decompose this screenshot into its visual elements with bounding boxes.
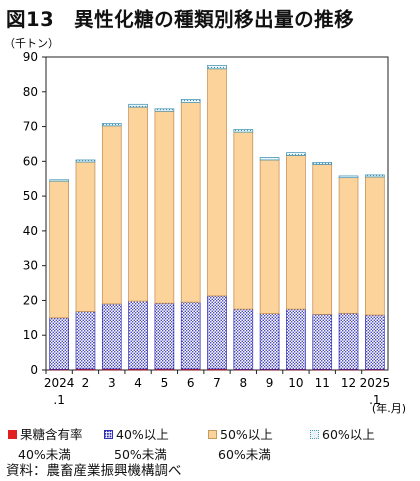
- bar-segment: [233, 128, 254, 133]
- source-note: 資料：農畜産業振興機構調べ: [6, 463, 182, 479]
- bar-segment: [128, 103, 148, 108]
- chart-title: 図13 異性化糖の種類別移出量の推移: [6, 8, 355, 31]
- legend-swatch-red: [8, 430, 17, 439]
- bar-segment: [180, 99, 201, 103]
- x-tick-label: .1: [53, 393, 64, 407]
- y-tick-label: 20: [23, 293, 38, 307]
- y-tick-label: 50: [23, 189, 38, 203]
- bar-segment: [259, 159, 280, 315]
- y-tick-label: 60: [23, 154, 38, 168]
- legend-item-blue: 40%以上: [104, 425, 208, 444]
- legend-swatch-blue: [104, 430, 113, 439]
- bar-segment: [75, 311, 96, 370]
- bar-segment: [365, 176, 385, 316]
- bar-segment: [207, 295, 227, 370]
- y-tick-label: 10: [23, 328, 38, 342]
- x-tick-label: 11: [315, 376, 330, 390]
- x-tick-label: .1: [369, 393, 380, 407]
- x-tick-label: 4: [134, 376, 142, 390]
- x-tick-label: 2024: [44, 376, 75, 390]
- legend: 果糖含有率 40%以上 50%以上 60%以上 40%未満 50%未満 60%未…: [8, 425, 400, 464]
- legend-sublabel-empty: [310, 445, 400, 464]
- bar-segment: [49, 179, 69, 182]
- bar-segment: [259, 313, 280, 370]
- legend-label: 40%以上: [116, 427, 169, 442]
- bar-segment: [233, 308, 254, 370]
- bar-segment: [101, 123, 122, 127]
- bar-segment: [75, 159, 96, 163]
- bar-segment: [128, 106, 148, 302]
- y-tick-label: 80: [23, 85, 38, 99]
- y-tick-label: 70: [23, 120, 38, 134]
- bar-segment: [286, 155, 306, 310]
- bar-segment: [312, 314, 333, 370]
- legend-label: 60%以上: [322, 427, 375, 442]
- legend-item-teal: 60%以上: [310, 425, 400, 444]
- y-tick-label: 40: [23, 224, 38, 238]
- x-tick-label: 12: [341, 376, 356, 390]
- y-tick-label: 90: [23, 50, 38, 64]
- x-tick-label: 7: [213, 376, 221, 390]
- x-tick-label: 3: [108, 376, 116, 390]
- bar-segment: [233, 131, 254, 310]
- legend-label: 果糖含有率: [20, 427, 83, 442]
- x-tick-label: 10: [288, 376, 303, 390]
- bar-segment: [338, 175, 359, 179]
- bar-segment: [286, 308, 306, 370]
- y-tick-label: 0: [30, 363, 38, 377]
- bar-segment: [128, 300, 148, 370]
- bar-segment: [49, 180, 69, 319]
- bar-segment: [338, 177, 359, 314]
- legend-sublabel: 40%未満: [18, 447, 71, 462]
- bar-segment: [101, 125, 122, 305]
- bar-segment: [286, 152, 306, 156]
- bar-segment: [154, 110, 175, 304]
- legend-sublabel: 60%未満: [218, 447, 271, 462]
- x-tick-label: 2025: [360, 376, 391, 390]
- bar-segment: [365, 174, 385, 178]
- bar-segment: [180, 102, 201, 303]
- bar-segment: [180, 301, 201, 370]
- x-tick-label: 2: [82, 376, 90, 390]
- bar-segment: [154, 108, 175, 112]
- bar-segment: [312, 162, 333, 165]
- legend-label: 50%以上: [220, 427, 273, 442]
- legend-item-orange: 50%以上: [208, 425, 310, 444]
- bar-segment: [365, 314, 385, 370]
- x-tick-label: 6: [187, 376, 195, 390]
- legend-swatch-orange: [208, 430, 217, 439]
- y-tick-label: 30: [23, 259, 38, 273]
- legend-item-red: 果糖含有率: [8, 425, 104, 444]
- bar-segment: [312, 164, 333, 315]
- bar-segment: [259, 157, 280, 161]
- bar-segment: [338, 312, 359, 370]
- bar-segment: [207, 68, 227, 297]
- x-axis-unit-label: (年.月): [372, 401, 406, 415]
- x-tick-label: 9: [266, 376, 274, 390]
- bar-segment: [101, 303, 122, 370]
- bar-segment: [154, 302, 175, 370]
- plot-area: 0 10 20 30 40 50 60 70 80 90 2024 .1 2 3 4 5 6 7 8 9 10 11 12 2…: [23, 50, 390, 407]
- legend-swatch-teal: [310, 430, 319, 439]
- x-tick-label: 8: [239, 376, 247, 390]
- bar-segment: [207, 64, 227, 70]
- bar-segment: [49, 317, 69, 370]
- legend-sublabel: 50%未満: [114, 447, 167, 462]
- x-tick-label: 5: [161, 376, 169, 390]
- y-axis-unit-label: （千トン）: [4, 37, 59, 50]
- bar-segment: [75, 161, 96, 312]
